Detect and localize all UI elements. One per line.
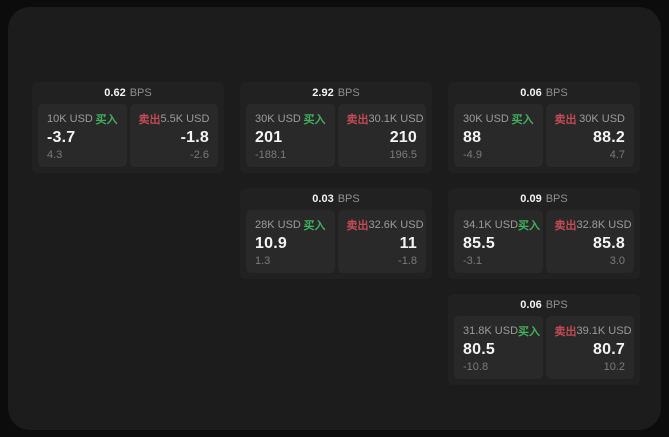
bps-header: 2.92 BPS [240, 82, 432, 104]
buy-panel[interactable]: 10K USD 买入 -3.7 4.3 [38, 104, 127, 167]
sell-price: 80.7 [593, 341, 625, 358]
sell-tag: 卖出 [554, 114, 577, 126]
quote-panels: 31.8K USD 买入 80.5 -10.8 卖出 39.1K USD 80.… [448, 316, 640, 385]
quote-card: 0.62 BPS 10K USD 买入 -3.7 4.3 卖出 5.5K USD… [32, 82, 224, 173]
bps-unit-label: BPS [337, 193, 360, 205]
bps-header: 0.03 BPS [240, 188, 432, 210]
bps-unit-label: BPS [337, 87, 360, 99]
sell-amount: 39.1K USD [576, 325, 632, 337]
buy-price: 10.9 [255, 235, 287, 252]
quote-cards-grid: 0.62 BPS 10K USD 买入 -3.7 4.3 卖出 5.5K USD… [32, 82, 640, 385]
sell-sub-value: 10.2 [603, 361, 625, 373]
buy-tag: 买入 [518, 220, 541, 232]
buy-sub-value: -10.8 [463, 361, 489, 373]
buy-amount: 10K USD [47, 113, 93, 125]
sell-sub-value: -1.8 [398, 255, 417, 267]
buy-price: -3.7 [47, 129, 76, 146]
buy-amount: 31.8K USD [463, 325, 519, 337]
buy-price: 85.5 [463, 235, 495, 252]
quote-panels: 30K USD 买入 201 -188.1 卖出 30.1K USD 210 1… [240, 104, 432, 173]
buy-price: 201 [255, 129, 283, 146]
sell-amount: 30K USD [579, 113, 625, 125]
quote-card: 0.09 BPS 34.1K USD 买入 85.5 -3.1 卖出 32.8K… [448, 188, 640, 279]
bps-unit-label: BPS [545, 87, 568, 99]
buy-price: 80.5 [463, 341, 495, 358]
sell-panel[interactable]: 卖出 39.1K USD 80.7 10.2 [545, 316, 634, 379]
buy-sub-value: 4.3 [47, 149, 63, 161]
sell-tag: 卖出 [346, 114, 369, 126]
buy-tag: 买入 [303, 114, 326, 126]
buy-tag: 买入 [303, 220, 326, 232]
sell-panel[interactable]: 卖出 32.8K USD 85.8 3.0 [545, 210, 634, 273]
quote-panels: 30K USD 买入 88 -4.9 卖出 30K USD 88.2 4.7 [448, 104, 640, 173]
bps-value: 0.62 [104, 87, 126, 99]
bps-value: 0.06 [520, 299, 542, 311]
buy-panel[interactable]: 31.8K USD 买入 80.5 -10.8 [454, 316, 543, 379]
quote-panels: 28K USD 买入 10.9 1.3 卖出 32.6K USD 11 -1.8 [240, 210, 432, 279]
bps-unit-label: BPS [545, 193, 568, 205]
sell-panel[interactable]: 卖出 30K USD 88.2 4.7 [545, 104, 634, 167]
buy-sub-value: -4.9 [463, 149, 482, 161]
buy-tag: 买入 [518, 326, 541, 338]
sell-sub-value: 196.5 [389, 149, 417, 161]
buy-amount: 34.1K USD [463, 219, 519, 231]
bps-header: 0.09 BPS [448, 188, 640, 210]
sell-amount: 30.1K USD [368, 113, 424, 125]
bps-unit-label: BPS [129, 87, 152, 99]
buy-sub-value: -188.1 [255, 149, 287, 161]
quote-card: 0.06 BPS 30K USD 买入 88 -4.9 卖出 30K USD 8… [448, 82, 640, 173]
buy-panel[interactable]: 28K USD 买入 10.9 1.3 [246, 210, 335, 273]
quote-panels: 10K USD 买入 -3.7 4.3 卖出 5.5K USD -1.8 -2.… [32, 104, 224, 173]
sell-sub-value: 3.0 [609, 255, 625, 267]
sell-price: 210 [389, 129, 417, 146]
buy-sub-value: -3.1 [463, 255, 482, 267]
buy-panel[interactable]: 30K USD 买入 201 -188.1 [246, 104, 335, 167]
sell-panel[interactable]: 卖出 30.1K USD 210 196.5 [337, 104, 426, 167]
quote-card: 2.92 BPS 30K USD 买入 201 -188.1 卖出 30.1K … [240, 82, 432, 173]
sell-amount: 32.8K USD [576, 219, 632, 231]
quote-panels: 34.1K USD 买入 85.5 -3.1 卖出 32.8K USD 85.8… [448, 210, 640, 279]
buy-tag: 买入 [95, 114, 118, 126]
bps-header: 0.62 BPS [32, 82, 224, 104]
buy-panel[interactable]: 30K USD 买入 88 -4.9 [454, 104, 543, 167]
buy-amount: 28K USD [255, 219, 301, 231]
sell-price: 11 [399, 235, 417, 252]
bps-unit-label: BPS [545, 299, 568, 311]
bps-value: 0.09 [520, 193, 542, 205]
sell-sub-value: 4.7 [609, 149, 625, 161]
bps-value: 0.03 [312, 193, 334, 205]
buy-tag: 买入 [511, 114, 534, 126]
quote-card: 0.06 BPS 31.8K USD 买入 80.5 -10.8 卖出 39.1… [448, 294, 640, 385]
buy-sub-value: 1.3 [255, 255, 271, 267]
bps-value: 0.06 [520, 87, 542, 99]
sell-panel[interactable]: 卖出 32.6K USD 11 -1.8 [337, 210, 426, 273]
bps-header: 0.06 BPS [448, 294, 640, 316]
sell-amount: 32.6K USD [368, 219, 424, 231]
sell-panel[interactable]: 卖出 5.5K USD -1.8 -2.6 [129, 104, 218, 167]
bps-value: 2.92 [312, 87, 334, 99]
quote-card: 0.03 BPS 28K USD 买入 10.9 1.3 卖出 32.6K US… [240, 188, 432, 279]
sell-amount: 5.5K USD [160, 113, 210, 125]
buy-amount: 30K USD [255, 113, 301, 125]
sell-tag: 卖出 [554, 326, 577, 338]
buy-price: 88 [463, 129, 482, 146]
sell-price: 85.8 [593, 235, 625, 252]
sell-tag: 卖出 [554, 220, 577, 232]
buy-panel[interactable]: 34.1K USD 买入 85.5 -3.1 [454, 210, 543, 273]
bps-header: 0.06 BPS [448, 82, 640, 104]
buy-amount: 30K USD [463, 113, 509, 125]
sell-price: 88.2 [593, 129, 625, 146]
sell-tag: 卖出 [138, 114, 161, 126]
sell-tag: 卖出 [346, 220, 369, 232]
sell-sub-value: -2.6 [190, 149, 209, 161]
sell-price: -1.8 [180, 129, 209, 146]
